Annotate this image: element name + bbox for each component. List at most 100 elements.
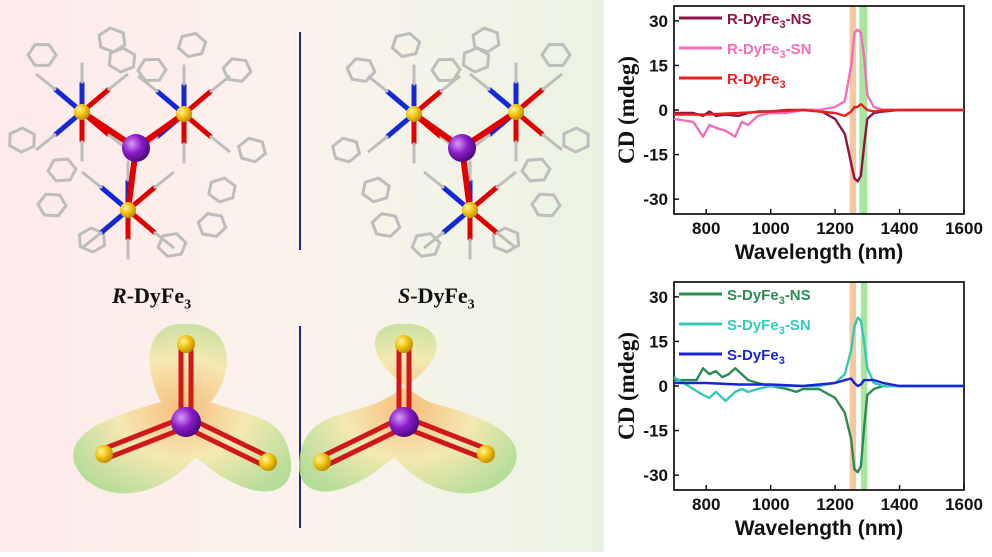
x-axis-label: Wavelength (nm) xyxy=(735,517,903,540)
fe-atom xyxy=(508,104,524,120)
ligand-ring xyxy=(8,126,36,154)
highlight-band xyxy=(859,6,868,214)
ligand-ring xyxy=(520,157,552,183)
ligand-ring xyxy=(107,46,137,74)
r-dyfe3-core-model xyxy=(73,323,292,494)
r-dyfe3-label: R-DyFe3 xyxy=(112,283,192,313)
ligand-ring xyxy=(461,46,491,74)
core-bond xyxy=(101,415,186,452)
x-tick-label: 1600 xyxy=(945,495,983,514)
s-dyfe3-structure xyxy=(330,26,590,260)
molecular-structures-figure xyxy=(0,0,604,552)
core-bond xyxy=(401,424,486,461)
series-line xyxy=(674,377,964,388)
dy-atom xyxy=(448,134,476,162)
y-tick-label: 0 xyxy=(659,101,668,120)
legend-label: R-DyFe3 xyxy=(727,71,786,91)
ligand-bond xyxy=(81,170,103,190)
ligand-bond xyxy=(35,72,57,92)
legend-label: R-DyFe3-SN xyxy=(727,41,811,61)
fe-atom xyxy=(176,106,192,122)
ligand-ring xyxy=(491,226,521,254)
series-line xyxy=(674,102,964,118)
ligand-ring xyxy=(562,126,590,154)
y-tick-label: 30 xyxy=(649,288,668,307)
legend-label: S-DyFe3 xyxy=(727,347,785,367)
legend-label: R-DyFe3-NS xyxy=(727,11,811,31)
core-bond xyxy=(318,415,403,460)
dy-atom xyxy=(389,407,419,437)
ligand-bond xyxy=(81,230,103,250)
cd-spectrum-s: 800 1000 1200 1400 1600 30 15 0 -15 -30 Wavelength… xyxy=(604,276,992,552)
ligand-bond xyxy=(541,72,563,92)
x-tick-label: 800 xyxy=(692,495,720,514)
x-tick-label: 1600 xyxy=(945,219,983,238)
ligand-ring xyxy=(410,232,442,258)
ligand-bond xyxy=(469,72,491,92)
molecular-structures-panel: R-DyFe3 S-DyFe3 xyxy=(0,0,604,552)
series-line xyxy=(674,367,964,474)
ligand-ring xyxy=(46,157,78,183)
core-bond xyxy=(187,415,272,460)
ligand-bond xyxy=(495,230,517,250)
ligand-bond xyxy=(107,72,129,92)
x-axis-label: Wavelength (nm) xyxy=(735,241,903,264)
core-bond xyxy=(323,424,408,469)
cd-spectrum-r-plot: 800 1000 1200 1400 1600 30 15 0 -15 -30 Wavelength… xyxy=(614,5,983,264)
ligand-ring xyxy=(471,26,501,54)
ligand-bond xyxy=(439,74,461,94)
ligand-ring xyxy=(221,57,253,83)
core-bond xyxy=(404,415,489,452)
x-tick-label: 1400 xyxy=(881,495,919,514)
ligand-bond xyxy=(423,230,445,250)
y-tick-label: -30 xyxy=(643,190,668,209)
cd-spectrum-r: 800 1000 1200 1400 1600 30 15 0 -15 -30 Wavelength… xyxy=(604,0,992,276)
x-tick-label: 1200 xyxy=(816,495,854,514)
ligand-bond xyxy=(153,230,175,250)
ligand-ring xyxy=(345,57,377,83)
fe-atom xyxy=(74,104,90,120)
ligand-ring xyxy=(207,176,237,204)
s-dyfe3-core-model xyxy=(298,323,517,494)
highlight-band xyxy=(860,282,868,490)
series-line xyxy=(673,28,964,138)
ligand-ring xyxy=(370,211,402,239)
y-tick-label: -15 xyxy=(643,146,668,165)
ligand-ring xyxy=(530,192,562,218)
x-tick-label: 1000 xyxy=(752,495,790,514)
series-line xyxy=(674,108,964,183)
ligand-bond xyxy=(209,134,231,154)
y-tick-label: -30 xyxy=(643,466,668,485)
ligand-bond xyxy=(495,170,517,190)
fe-atom xyxy=(120,202,136,218)
fe-atom xyxy=(313,453,331,471)
dy-atom xyxy=(122,134,150,162)
ligand-bond xyxy=(541,132,563,152)
ligand-bond xyxy=(137,74,159,94)
legend-label: S-DyFe3-NS xyxy=(727,287,811,307)
y-tick-label: -15 xyxy=(643,422,668,441)
y-tick-label: 30 xyxy=(649,12,668,31)
fe-atom xyxy=(462,202,478,218)
fe-atom xyxy=(177,335,195,353)
ligand-ring xyxy=(156,232,188,258)
ligand-bond xyxy=(367,74,389,94)
ligand-bond xyxy=(209,74,231,94)
ligand-ring xyxy=(77,226,107,254)
y-tick-label: 15 xyxy=(649,332,668,351)
core-bond xyxy=(104,424,189,461)
legend-label: S-DyFe3-SN xyxy=(727,317,811,337)
ligand-bond xyxy=(367,134,389,154)
s-dyfe3-label: S-DyFe3 xyxy=(398,283,475,313)
ligand-bond xyxy=(153,170,175,190)
x-tick-label: 800 xyxy=(692,219,720,238)
ligand-ring xyxy=(430,57,462,83)
fe-atom xyxy=(395,335,413,353)
fe-atom xyxy=(259,453,277,471)
ligand-ring xyxy=(176,31,208,59)
ligand-ring xyxy=(540,43,572,67)
y-axis-label: CD (mdeg) xyxy=(614,332,639,440)
core-bond xyxy=(182,424,267,469)
ligand-bond xyxy=(35,132,57,152)
ligand-ring xyxy=(236,136,268,164)
